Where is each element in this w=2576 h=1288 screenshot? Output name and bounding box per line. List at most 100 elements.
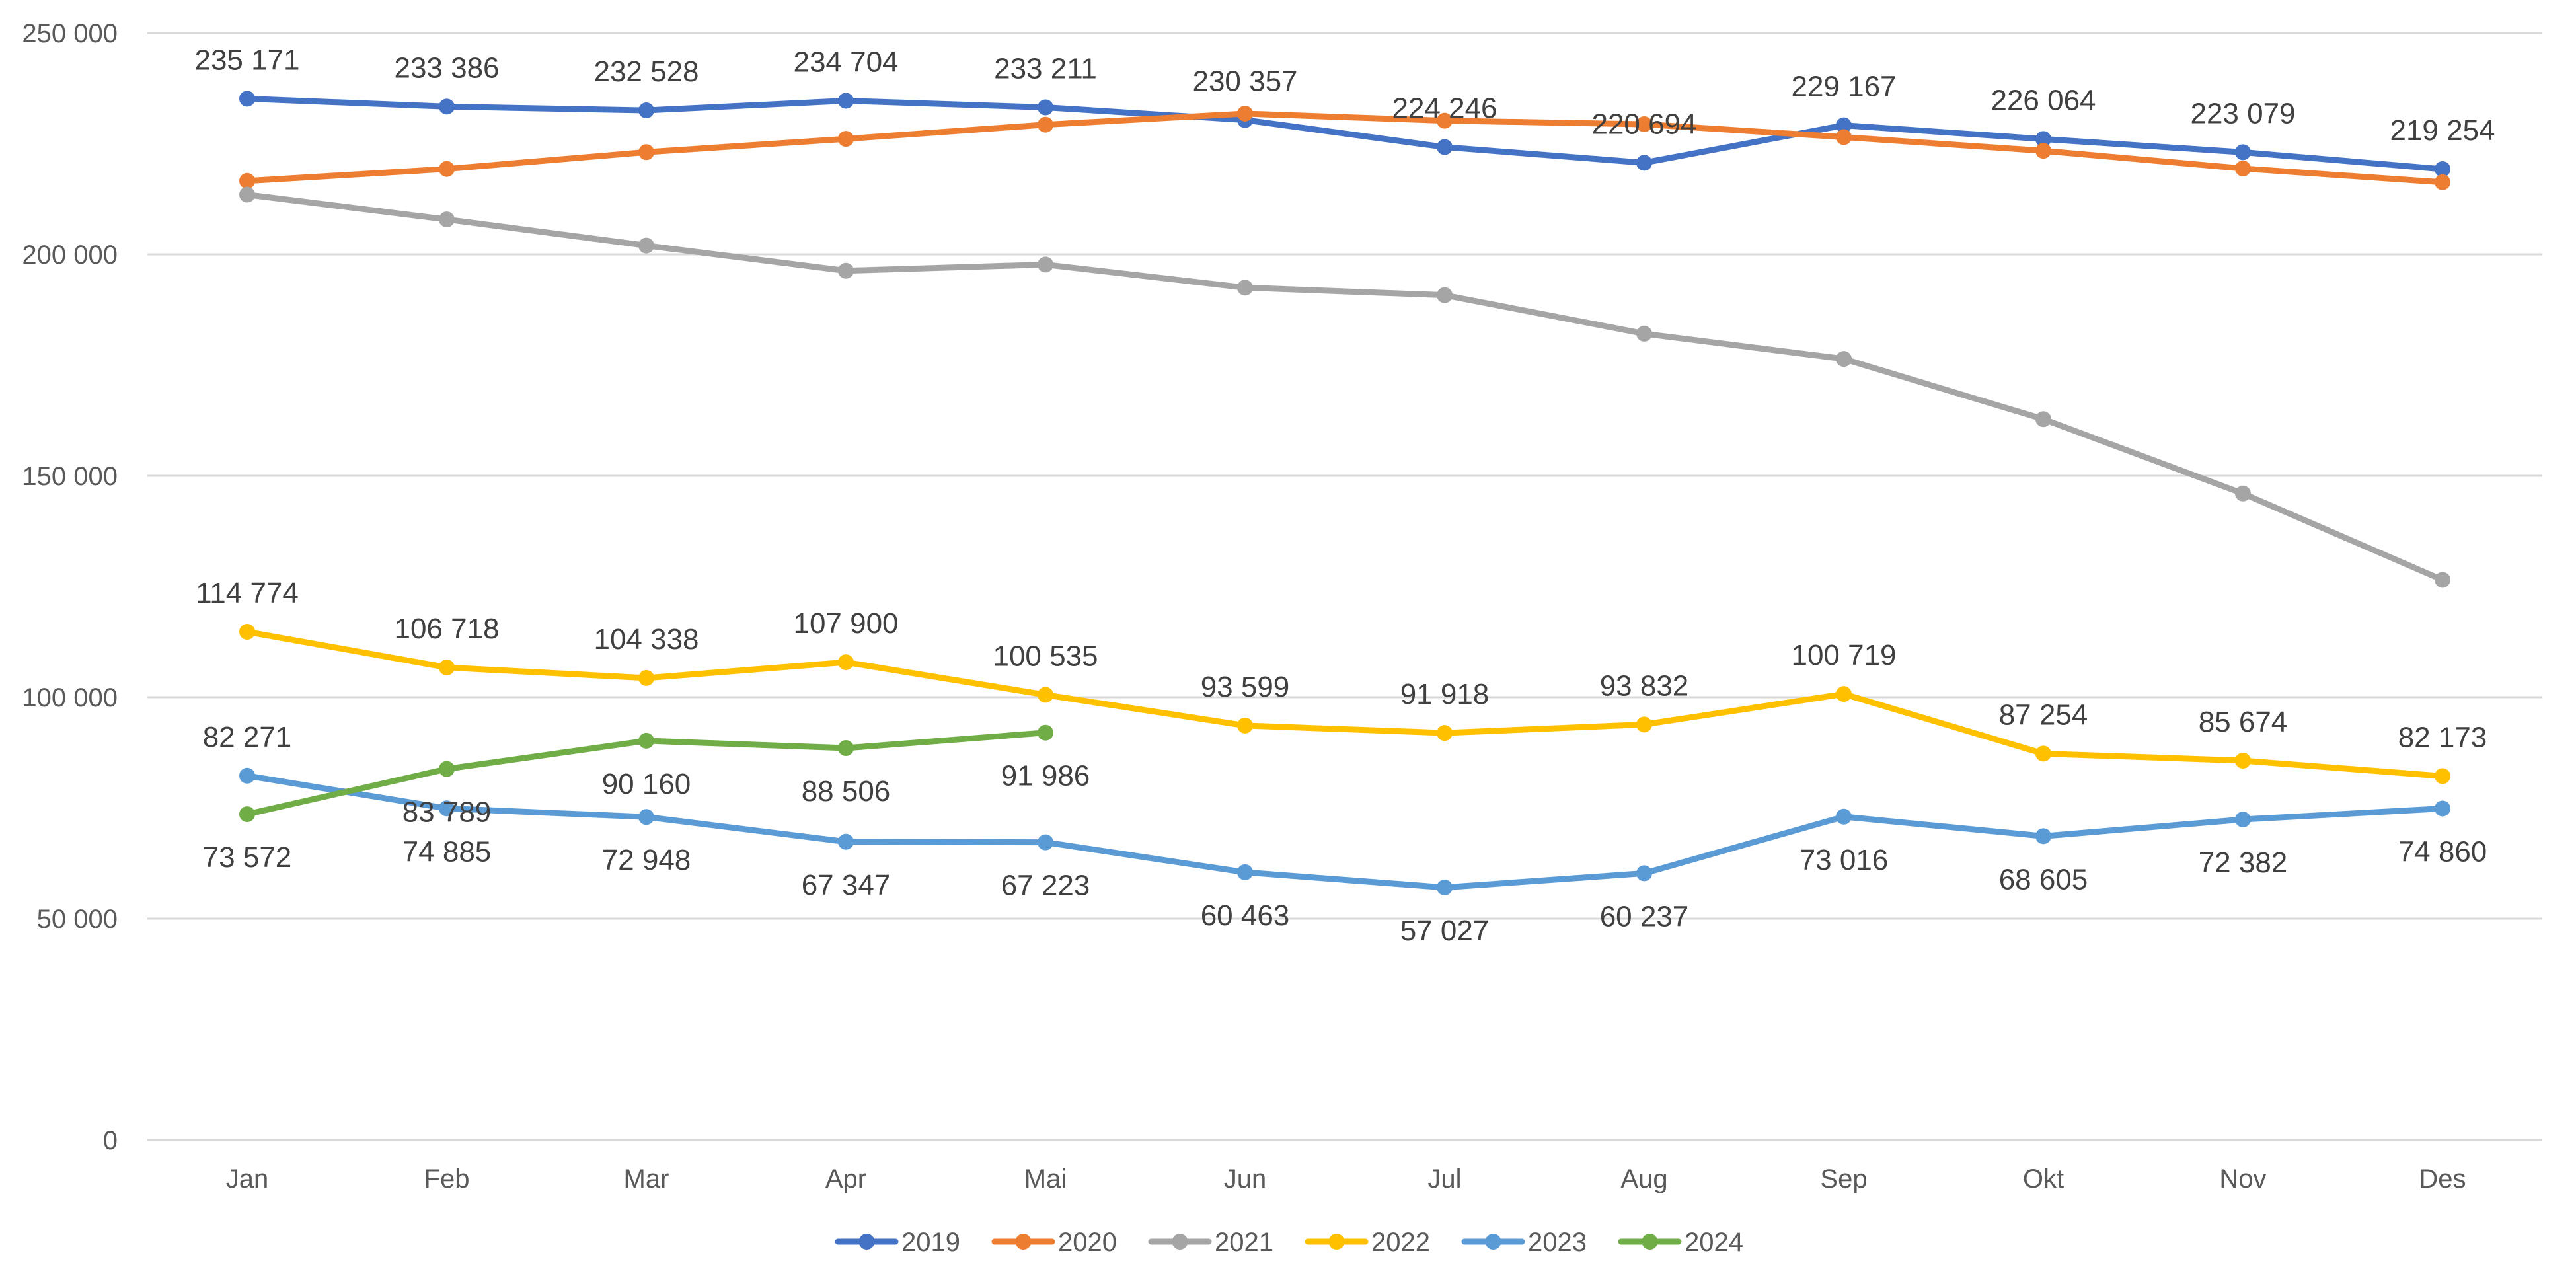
- series-line-2021: [244, 192, 2446, 583]
- series-2024: [239, 724, 1053, 823]
- legend-item-2024[interactable]: 2024: [1618, 1228, 1743, 1257]
- data-point-2019-Jan: [239, 91, 255, 107]
- data-label-2022: 93 832: [1600, 669, 1689, 702]
- data-point-2023-Jan: [239, 767, 255, 784]
- data-point-2023-Jul: [1437, 879, 1453, 895]
- data-point-2020-Nov: [2235, 161, 2251, 177]
- data-point-2019-Jul: [1437, 139, 1453, 155]
- x-tick-label: Mai: [1024, 1164, 1067, 1193]
- data-point-2022-Sep: [1836, 686, 1852, 702]
- data-point-2019-Mar: [638, 102, 654, 119]
- x-tick-label: Feb: [424, 1164, 470, 1193]
- data-point-2024-Mar: [638, 732, 654, 749]
- legend-marker-icon: [1172, 1234, 1188, 1250]
- legend-marker-icon: [1328, 1234, 1345, 1250]
- data-point-2023-Aug: [1636, 865, 1652, 882]
- data-point-2023-Jun: [1237, 864, 1253, 880]
- data-label-2023: 68 605: [1999, 863, 2088, 895]
- y-axis-tick-labels: 0 50 000 100 000 150 000 200 000 250 000: [22, 19, 118, 1155]
- data-point-2022-Jun: [1237, 717, 1253, 734]
- data-label-2022: 82 173: [2398, 721, 2487, 753]
- legend-item-2020[interactable]: 2020: [991, 1228, 1117, 1257]
- data-point-2023-Mai: [1038, 834, 1053, 851]
- data-label-2019: 232 528: [593, 56, 699, 88]
- data-point-2019-Nov: [2235, 144, 2251, 161]
- data-label-2019: 233 211: [994, 52, 1097, 85]
- series-2021: [239, 186, 2450, 588]
- data-point-2021-Mar: [638, 237, 654, 254]
- data-label-2024: 91 986: [1001, 760, 1090, 792]
- data-label-2019: 233 386: [394, 52, 499, 84]
- series-lines: [239, 91, 2450, 895]
- data-point-2020-Jun: [1237, 105, 1253, 122]
- x-tick-label: Jul: [1427, 1164, 1461, 1193]
- x-tick-label: Okt: [2023, 1164, 2064, 1193]
- legend-item-2022[interactable]: 2022: [1305, 1228, 1430, 1257]
- data-point-2020-Mai: [1038, 116, 1053, 133]
- data-point-2021-Mai: [1038, 256, 1053, 273]
- legend-label: 2021: [1215, 1228, 1273, 1257]
- data-point-2020-Mar: [638, 144, 654, 161]
- x-tick-label: Apr: [825, 1164, 866, 1193]
- data-point-2024-Feb: [439, 761, 455, 777]
- data-label-2019: 224 246: [1392, 93, 1497, 125]
- y-tick-label: 150 000: [22, 462, 118, 491]
- data-point-2022-Mai: [1038, 687, 1053, 703]
- data-point-2022-Jul: [1437, 725, 1453, 741]
- data-label-2019: 234 704: [793, 46, 898, 78]
- data-point-2021-Feb: [439, 211, 455, 228]
- data-point-2023-Apr: [838, 833, 854, 850]
- data-label-2022: 85 674: [2199, 706, 2288, 738]
- y-tick-label: 250 000: [22, 19, 118, 48]
- data-point-2019-Mai: [1038, 99, 1053, 116]
- x-tick-label: Aug: [1620, 1164, 1667, 1193]
- data-label-2019: 220 694: [1591, 108, 1696, 140]
- data-point-2022-Okt: [2035, 745, 2051, 762]
- data-point-2024-Mai: [1038, 724, 1053, 741]
- legend-marker-icon: [858, 1234, 875, 1250]
- data-point-2020-Sep: [1836, 129, 1852, 145]
- series-2022: [239, 624, 2450, 784]
- data-point-2022-Jan: [239, 624, 255, 640]
- data-label-2022: 91 918: [1400, 678, 1490, 710]
- data-label-2022: 100 535: [993, 640, 1098, 672]
- legend-label: 2023: [1528, 1228, 1587, 1257]
- data-label-2023: 67 223: [1001, 870, 1090, 902]
- x-tick-label: Mar: [624, 1164, 669, 1193]
- data-label-2023: 72 948: [602, 844, 691, 876]
- series-2019: [239, 91, 2450, 177]
- x-tick-label: Sep: [1820, 1164, 1867, 1193]
- data-point-2019-Apr: [838, 93, 854, 109]
- legend-label: 2022: [1371, 1228, 1430, 1257]
- data-label-2019: 223 079: [2190, 97, 2295, 130]
- data-point-2021-Apr: [838, 262, 854, 279]
- series-line-2022: [244, 628, 2446, 779]
- legend-label: 2024: [1685, 1228, 1743, 1257]
- series-line-2023: [244, 773, 2446, 891]
- data-point-2023-Des: [2435, 800, 2450, 817]
- data-point-2022-Mar: [638, 669, 654, 686]
- data-label-2019: 219 254: [2390, 114, 2495, 147]
- data-point-2021-Jan: [239, 186, 255, 203]
- y-tick-label: 100 000: [22, 683, 118, 712]
- data-label-2023: 72 382: [2199, 847, 2288, 879]
- series-line-2019: [244, 95, 2446, 172]
- data-point-2021-Okt: [2035, 411, 2051, 428]
- series-line-2020: [244, 110, 2446, 186]
- data-label-2019: 229 167: [1791, 71, 1896, 103]
- data-label-2022: 114 774: [196, 577, 299, 609]
- data-label-2023: 82 271: [203, 721, 292, 753]
- data-point-2023-Nov: [2235, 812, 2251, 828]
- data-point-2021-Jun: [1237, 280, 1253, 296]
- data-label-2024: 88 506: [802, 775, 891, 808]
- data-point-2021-Sep: [1836, 351, 1852, 367]
- data-point-2020-Jan: [239, 172, 255, 189]
- data-point-2019-Aug: [1636, 155, 1652, 171]
- legend-item-2021[interactable]: 2021: [1148, 1228, 1273, 1257]
- data-label-2022: 107 900: [793, 607, 898, 640]
- data-label-2024: 90 160: [602, 768, 691, 800]
- legend-item-2019[interactable]: 2019: [835, 1228, 960, 1257]
- legend-item-2023[interactable]: 2023: [1461, 1228, 1587, 1257]
- data-point-2024-Jan: [239, 806, 255, 823]
